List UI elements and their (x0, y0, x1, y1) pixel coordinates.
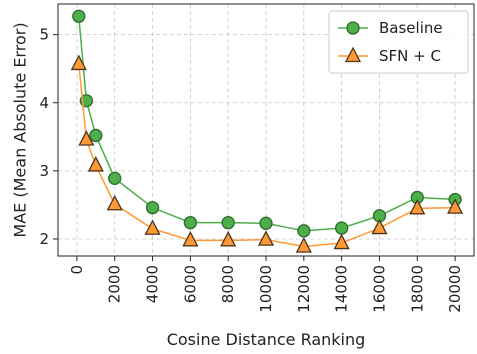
data-point-sfn-c (409, 198, 426, 215)
data-point-baseline (145, 200, 160, 215)
data-point-baseline (334, 221, 349, 235)
data-point-sfn-c (87, 156, 104, 172)
data-point-baseline (72, 9, 86, 23)
x-tick-label: 14000 (333, 265, 351, 313)
series-sfn-c (70, 54, 464, 253)
data-point-baseline (259, 216, 273, 230)
data-point-sfn-c (106, 194, 123, 211)
x-tick-label: 10000 (257, 265, 275, 313)
x-tick-label: 8000 (219, 265, 237, 303)
legend: Baseline SFN + C (328, 10, 469, 74)
data-point-sfn-c (257, 230, 275, 246)
data-point-sfn-c (182, 230, 199, 247)
x-tick-label: 4000 (144, 265, 162, 303)
data-point-sfn-c (78, 130, 95, 146)
data-point-sfn-c (295, 237, 312, 253)
data-point-sfn-c (371, 218, 388, 235)
data-point-sfn-c (447, 198, 464, 214)
series-baseline (72, 9, 462, 238)
legend-label-baseline: Baseline (379, 19, 443, 37)
data-point-sfn-c (144, 219, 161, 235)
y-tick-label: 5 (39, 26, 49, 44)
x-tick-label: 2000 (106, 265, 124, 303)
x-tick-label: 18000 (408, 265, 426, 313)
data-point-baseline (221, 215, 235, 230)
x-tick-label: 12000 (295, 265, 313, 313)
data-point-baseline (183, 215, 198, 230)
ticks: 0 2000 4000 6000 8000 10000 12000 14000 16000 180… (39, 26, 464, 313)
x-tick-label: 0 (68, 265, 86, 275)
y-tick-label: 3 (39, 162, 49, 180)
data-point-baseline (108, 171, 122, 186)
x-tick-label: 20000 (446, 265, 464, 313)
legend-label-sfn-c: SFN + C (379, 47, 441, 65)
data-point-baseline (297, 224, 311, 238)
x-tick-label: 16000 (370, 265, 388, 313)
legend-marker-sfn-c (344, 46, 362, 63)
legend-marker-baseline (346, 21, 360, 35)
legend-box (328, 10, 469, 74)
x-axis-label: Cosine Distance Ranking (167, 330, 366, 349)
y-axis-label: MAE (Mean Absolute Error) (11, 22, 30, 237)
y-tick-label: 2 (39, 230, 49, 248)
y-tick-label: 4 (39, 94, 49, 112)
series-layer (70, 9, 464, 253)
data-point-baseline (89, 128, 103, 143)
data-point-sfn-c (333, 233, 350, 250)
data-point-sfn-c (220, 230, 237, 247)
data-point-sfn-c (70, 54, 87, 71)
x-tick-label: 6000 (181, 265, 199, 303)
